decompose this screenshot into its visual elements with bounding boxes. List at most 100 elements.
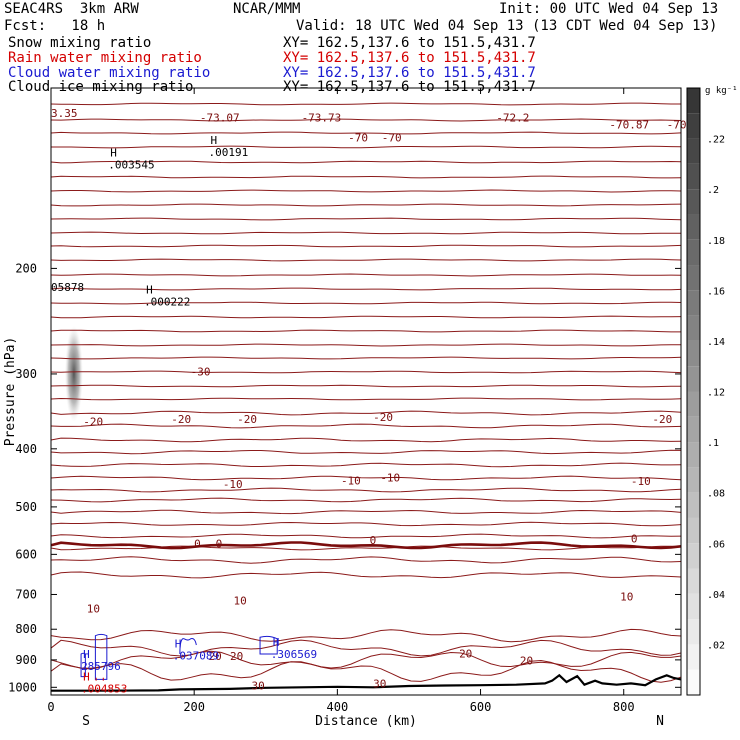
temperature-label: 30 <box>373 678 386 691</box>
colorbar-tick-label: .14 <box>707 337 725 348</box>
freezing-level-line <box>50 541 682 550</box>
colorbar-tick-label: .04 <box>707 590 725 601</box>
colorbar-cell <box>687 366 700 392</box>
y-tick-label: 500 <box>15 500 37 514</box>
isotherm-line <box>50 258 682 262</box>
isotherm-line <box>50 533 682 539</box>
temperature-label: 20 <box>520 655 533 668</box>
x-tick-label: 800 <box>613 700 635 714</box>
colorbar-cell <box>687 113 700 139</box>
temperature-label: 30 <box>251 679 264 692</box>
colorbar-cell <box>687 543 700 569</box>
maximum-marker: H <box>273 636 280 649</box>
isotherm-line <box>50 650 682 670</box>
maximum-value: 05878 <box>51 281 84 294</box>
isotherm-line <box>50 521 682 527</box>
colorbar-cell <box>687 214 700 240</box>
colorbar-cell <box>687 492 700 518</box>
isotherm-line <box>50 410 682 416</box>
colorbar-tick-label: .12 <box>707 388 725 399</box>
terrain-surface <box>51 673 682 692</box>
isotherm-line <box>50 487 682 493</box>
colorbar-cell <box>687 467 700 493</box>
isotherm-line <box>50 189 682 193</box>
north-end-label: N <box>656 714 664 729</box>
y-tick-label: 900 <box>15 653 37 667</box>
isotherm-line <box>50 475 682 481</box>
isotherm-line <box>50 217 682 221</box>
cloud-water-contour <box>94 633 108 680</box>
colorbar-cell <box>687 290 700 316</box>
cloud-water-contour <box>80 652 86 678</box>
temperature-label: -72.2 <box>496 111 529 124</box>
temperature-label: 10 <box>620 591 633 604</box>
y-tick-label: 700 <box>15 587 37 601</box>
temperature-label: -73.73 <box>302 111 342 124</box>
isotherm-line <box>50 639 682 657</box>
temperature-label: -70 <box>382 132 402 145</box>
colorbar-tick-label: .06 <box>707 539 725 550</box>
colorbar-unit: g kg⁻¹ <box>705 86 738 96</box>
rain-field-xy: XY= 162.5,137.6 to 151.5,431.7 <box>283 50 536 66</box>
snow-field-label: Snow mixing ratio <box>8 35 152 51</box>
cloud-water-field-xy: XY= 162.5,137.6 to 151.5,431.7 <box>283 65 536 81</box>
colorbar-cell <box>687 340 700 367</box>
x-tick-label: 400 <box>327 700 349 714</box>
isotherm-line <box>50 287 682 291</box>
temperature-label: 0 <box>216 537 223 550</box>
isotherm-line <box>50 462 682 468</box>
colorbar-cell <box>687 88 700 114</box>
maximum-marker: H <box>110 146 117 159</box>
temperature-label: 3.35 <box>51 107 78 120</box>
forecast-hour: Fcst: 18 h <box>4 18 106 34</box>
colorbar-tick-label: .08 <box>707 489 725 500</box>
y-tick-label: 800 <box>15 622 37 636</box>
isotherm-line <box>50 628 682 643</box>
maximum-value: .004853 <box>81 683 127 696</box>
temperature-label: -70 <box>667 118 687 131</box>
temperature-label: -20 <box>83 415 103 428</box>
colorbar-cell <box>687 189 700 215</box>
isotherm-line <box>50 102 681 106</box>
model-title: SEAC4RS 3km ARW <box>4 1 139 17</box>
colorbar-cell <box>687 669 700 695</box>
colorbar-cell <box>687 593 700 620</box>
maximum-marker: H <box>146 284 153 297</box>
temperature-label: -73.07 <box>200 111 240 124</box>
isotherm-line <box>50 571 682 579</box>
colorbar-tick-label: .1 <box>707 438 719 449</box>
colorbar-cell <box>687 517 700 544</box>
temperature-label: 0 <box>370 534 377 547</box>
y-tick-label: 300 <box>15 367 37 381</box>
maximum-value: .003545 <box>108 158 154 171</box>
temperature-label: 20 <box>230 650 243 663</box>
init-time: Init: 00 UTC Wed 04 Sep 13 <box>499 1 719 17</box>
isotherm-line <box>50 397 682 401</box>
temperature-label: -20 <box>237 413 257 426</box>
colorbar-tick-label: .02 <box>707 640 725 651</box>
colorbar-tick-label: .16 <box>707 286 725 297</box>
isotherm-line <box>51 145 682 149</box>
temperature-label: 20 <box>459 647 472 660</box>
isotherm-line <box>50 509 682 515</box>
valid-time: Valid: 18 UTC Wed 04 Sep 13 (13 CDT Wed … <box>296 18 718 34</box>
isotherm-line <box>50 203 682 207</box>
isotherm-line <box>50 131 682 135</box>
colorbar-cell <box>687 442 700 468</box>
cloud-ice-field-xy: XY= 162.5,137.6 to 151.5,431.7 <box>283 79 536 95</box>
temperature-label: -10 <box>631 475 651 488</box>
temperature-label: -20 <box>652 413 672 426</box>
temperature-label: 0 <box>631 533 638 546</box>
isotherm-line <box>50 160 682 164</box>
colorbar-frame <box>686 87 701 696</box>
isotherm-line <box>50 175 682 179</box>
maximum-value: .037089 <box>173 650 219 663</box>
x-tick-label: 200 <box>183 700 205 714</box>
isotherm-line <box>50 244 682 248</box>
colorbar-cell <box>687 163 700 190</box>
colorbar-tick-label: .22 <box>707 135 725 146</box>
cloud-water-contour <box>179 638 197 655</box>
isotherm-line <box>50 659 682 683</box>
temperature-label: -20 <box>171 413 191 426</box>
temperature-label: -10 <box>341 475 361 488</box>
